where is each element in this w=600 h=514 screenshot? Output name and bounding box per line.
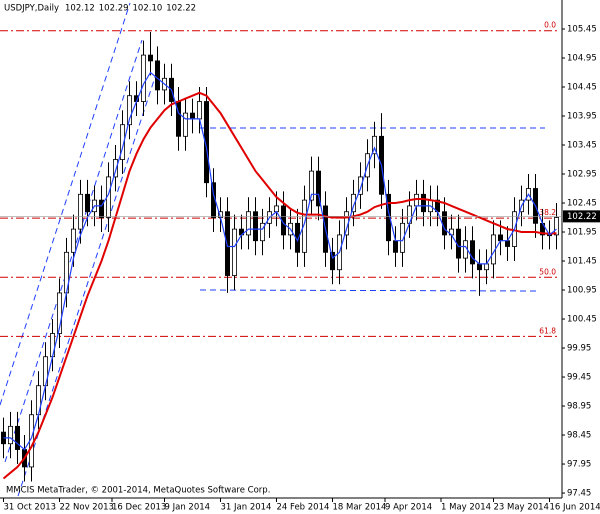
candle-body	[154, 60, 160, 91]
candle-body	[57, 292, 63, 334]
trend-line	[17, 61, 161, 497]
candle-body	[476, 263, 482, 271]
x-tick-label: 24 Feb 2014	[277, 503, 330, 513]
candle-body	[71, 228, 77, 253]
candle-body	[224, 211, 230, 276]
y-tick-label: 100.95	[567, 286, 597, 296]
candle-body	[147, 54, 153, 62]
y-tick-label: 101.45	[567, 257, 597, 267]
candle-body	[140, 54, 146, 102]
fib-label: 50.0	[539, 267, 556, 276]
candle-body	[85, 193, 91, 213]
candle-body	[308, 170, 314, 201]
x-tick-label: 31 Oct 2013	[4, 503, 57, 513]
y-tick-label: 103.95	[567, 112, 597, 122]
candle-body	[78, 193, 84, 230]
candle-body	[301, 199, 307, 253]
fib-label: 38.2	[539, 208, 556, 217]
x-tick-label: 9 Jan 2014	[165, 503, 211, 513]
x-tick-label: 16 Dec 2013	[112, 503, 166, 513]
candle-body	[273, 205, 279, 213]
candle-body	[483, 263, 489, 271]
y-tick-label: 99.95	[567, 344, 591, 354]
y-tick-label: 104.95	[567, 54, 597, 64]
moving-average	[3, 71, 557, 451]
candle-body	[203, 101, 209, 184]
quote-value: 102.29	[99, 4, 129, 14]
x-tick-label: 18 Mar 2014	[333, 503, 387, 513]
candle-body	[504, 240, 510, 247]
candle-body	[497, 234, 503, 242]
y-tick-label: 104.45	[567, 83, 597, 93]
candle-body	[189, 112, 195, 120]
y-tick-label: 101.95	[567, 228, 597, 238]
candle-body	[392, 240, 398, 253]
y-tick-label: 98.45	[567, 431, 591, 441]
x-tick-label: 31 Jan 2014	[221, 503, 272, 513]
x-tick-label: 16 Jun 2014	[550, 503, 600, 513]
candle-body	[127, 95, 133, 126]
candle-body	[329, 251, 335, 271]
candle-body	[182, 112, 188, 137]
x-tick-label: 1 May 2014	[441, 503, 491, 513]
candle-body	[315, 170, 321, 207]
candle-body	[371, 135, 377, 155]
support-line	[199, 289, 541, 292]
y-tick-label: 100.45	[567, 315, 597, 325]
quote-value: 102.10	[133, 4, 163, 14]
y-tick-label: 102.45	[567, 199, 597, 209]
y-tick-label: 97.45	[567, 489, 591, 499]
trend-line	[0, 2, 131, 406]
candle-body	[399, 222, 405, 253]
x-tick-label: 9 Apr 2014	[385, 503, 432, 513]
candle-body	[259, 222, 265, 242]
candle-body	[357, 176, 363, 195]
y-tick-label: 103.45	[567, 141, 597, 151]
candle-body	[350, 193, 356, 213]
x-tick-label: 22 Nov 2013	[60, 503, 114, 513]
candle-body	[245, 211, 251, 236]
plot: 0.0 38.2 50.0 61.8	[0, 21, 560, 482]
candle-body	[99, 199, 105, 218]
candle-body	[50, 333, 56, 358]
candle-body	[420, 193, 426, 213]
fib-label: 61.8	[539, 326, 556, 335]
quote-value: 102.22	[166, 4, 196, 14]
candle-body	[113, 159, 119, 178]
x-tick-label: 23 May 2014	[494, 503, 549, 513]
candle-body	[196, 101, 202, 120]
candle-body	[385, 193, 391, 242]
candle-body	[7, 425, 13, 445]
candle-body	[469, 240, 475, 265]
candle-body	[554, 217, 560, 236]
y-tick-label: 98.95	[567, 402, 591, 412]
last-price-label: 102.22	[567, 212, 597, 222]
candle-body	[231, 228, 237, 276]
candle-body	[252, 211, 258, 242]
chart-title: USDJPY,Daily	[4, 4, 59, 14]
y-tick-label: 97.95	[567, 460, 591, 470]
candle-body	[14, 425, 20, 450]
y-tick-label: 102.95	[567, 170, 597, 180]
y-tick-label: 99.45	[567, 373, 591, 383]
last-price-box	[563, 210, 600, 223]
quote-value: 102.12	[65, 4, 95, 14]
y-tick-label: 105.45	[567, 25, 597, 35]
fib-label: 0.0	[544, 21, 556, 30]
copyright: MMCIS MetaTrader, © 2001-2014, MetaQuote…	[6, 486, 270, 496]
moving-average	[2, 91, 557, 480]
candle-body	[120, 124, 126, 160]
candle-body	[441, 211, 447, 236]
